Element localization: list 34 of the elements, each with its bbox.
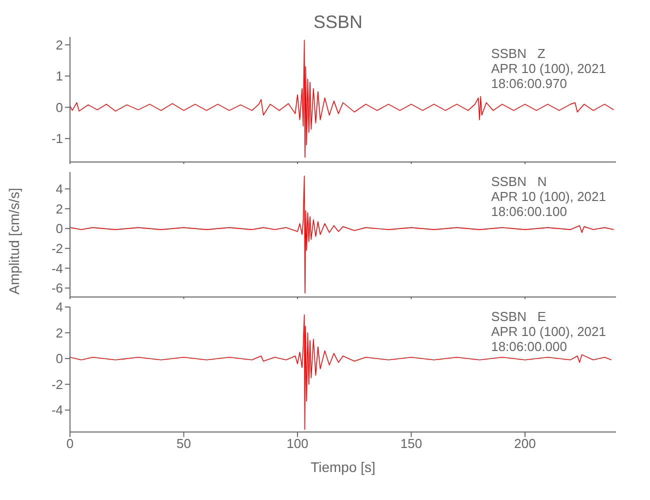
line-series — [70, 40, 614, 158]
y-tick-label: -2 — [51, 241, 63, 256]
chart-title: SSBN — [312, 11, 364, 34]
y-tick-label: 0 — [56, 351, 63, 366]
annotation: 18:06:00.970 — [491, 76, 568, 91]
y-tick-label: 1 — [56, 68, 63, 84]
x-axis-title: Tiempo [s] — [310, 459, 376, 475]
y-tick-label: 2 — [56, 325, 63, 340]
annotation: SSBN Z — [491, 46, 546, 61]
y-tick-label: 2 — [56, 37, 63, 52]
x-tick-label: 200 — [514, 436, 536, 452]
annotation: APR 10 (100), 2021 — [491, 61, 606, 76]
x-tick-label: 100 — [286, 436, 308, 452]
annotation: APR 10 (100), 2021 — [491, 189, 606, 204]
y-tick-label: 0 — [56, 221, 63, 236]
y-tick-label: -1 — [51, 131, 63, 146]
line-series — [70, 176, 614, 294]
y-tick-label: -2 — [51, 376, 63, 392]
y-tick-label: -6 — [51, 280, 63, 296]
annotation: SSBN E — [491, 309, 548, 324]
x-tick-label: 0 — [66, 436, 74, 452]
y-tick-label: 4 — [56, 181, 63, 196]
y-tick-label: -4 — [51, 402, 63, 418]
annotation: 18:06:00.000 — [491, 339, 568, 354]
annotation: SSBN N — [491, 174, 548, 189]
x-tick-label: 50 — [176, 436, 191, 452]
y-tick-label: -4 — [51, 260, 63, 276]
annotation: APR 10 (100), 2021 — [491, 324, 606, 339]
y-tick-label: 0 — [56, 100, 63, 115]
y-tick-label: 4 — [56, 300, 63, 315]
annotation: 18:06:00.100 — [491, 204, 568, 219]
x-tick-label: 150 — [400, 436, 422, 452]
y-tick-label: 2 — [56, 201, 63, 216]
y-axis-title: Amplitud [cm/s/s] — [6, 188, 22, 294]
